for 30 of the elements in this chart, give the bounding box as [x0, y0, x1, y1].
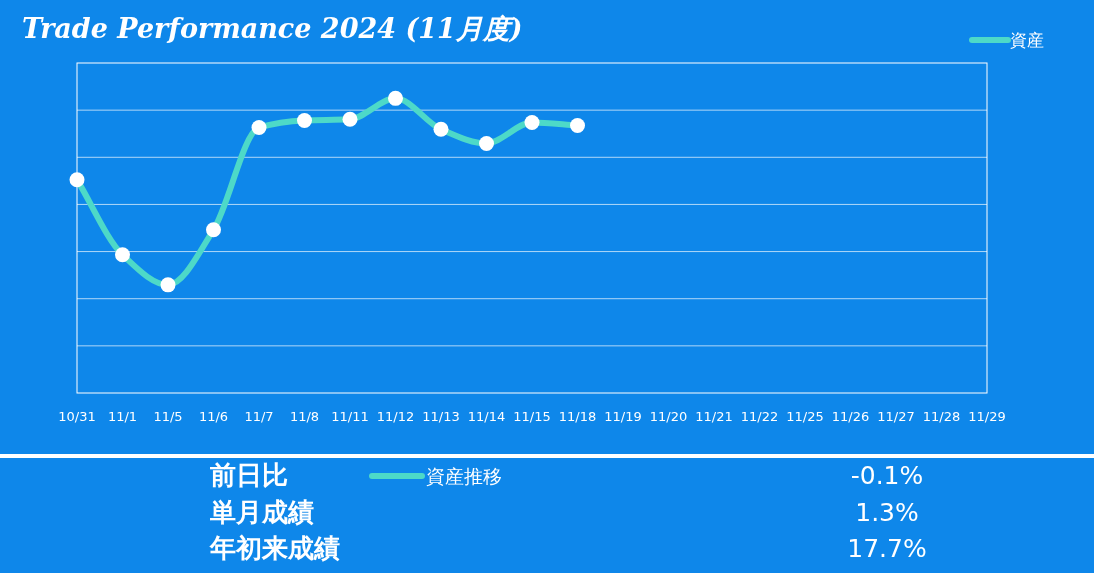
x-tick: 11/11	[331, 409, 369, 424]
title: Trade Performance 2024 (11月度)	[22, 13, 523, 44]
row-label: 単月成績	[210, 497, 314, 527]
x-tick: 11/22	[740, 409, 779, 424]
x-tick: 11/14	[467, 409, 506, 424]
row-value: 17.7%	[847, 534, 927, 563]
x-tick: 11/8	[289, 409, 320, 424]
row-value: 1.3%	[855, 498, 919, 527]
legend: 資産推移	[426, 465, 502, 487]
x-tick: 11/28	[922, 409, 961, 424]
row-label: 前日比	[210, 460, 288, 490]
x-tick: 11/25	[786, 409, 824, 424]
x-tick: 11/5	[153, 409, 183, 424]
x-tick: 11/1	[107, 409, 138, 424]
x-tick: 11/21	[695, 409, 733, 424]
x-tick: 11/6	[198, 409, 229, 424]
x-tick: 11/13	[422, 409, 460, 424]
x-tick: 11/15	[513, 409, 551, 424]
row-value: -0.1%	[850, 461, 924, 490]
x-tick: 11/20	[649, 409, 688, 424]
row-label: 年初来成績	[210, 533, 340, 563]
x-tick: 11/12	[376, 409, 415, 424]
x-tick: 11/29	[968, 409, 1006, 424]
x-tick: 11/27	[877, 409, 915, 424]
x-tick: 11/18	[558, 409, 597, 424]
x-tick: 10/31	[58, 409, 96, 424]
legend: 資産	[1010, 30, 1044, 50]
x-tick: 11/7	[244, 409, 274, 424]
x-tick: 11/26	[831, 409, 870, 424]
x-tick: 11/19	[604, 409, 642, 424]
